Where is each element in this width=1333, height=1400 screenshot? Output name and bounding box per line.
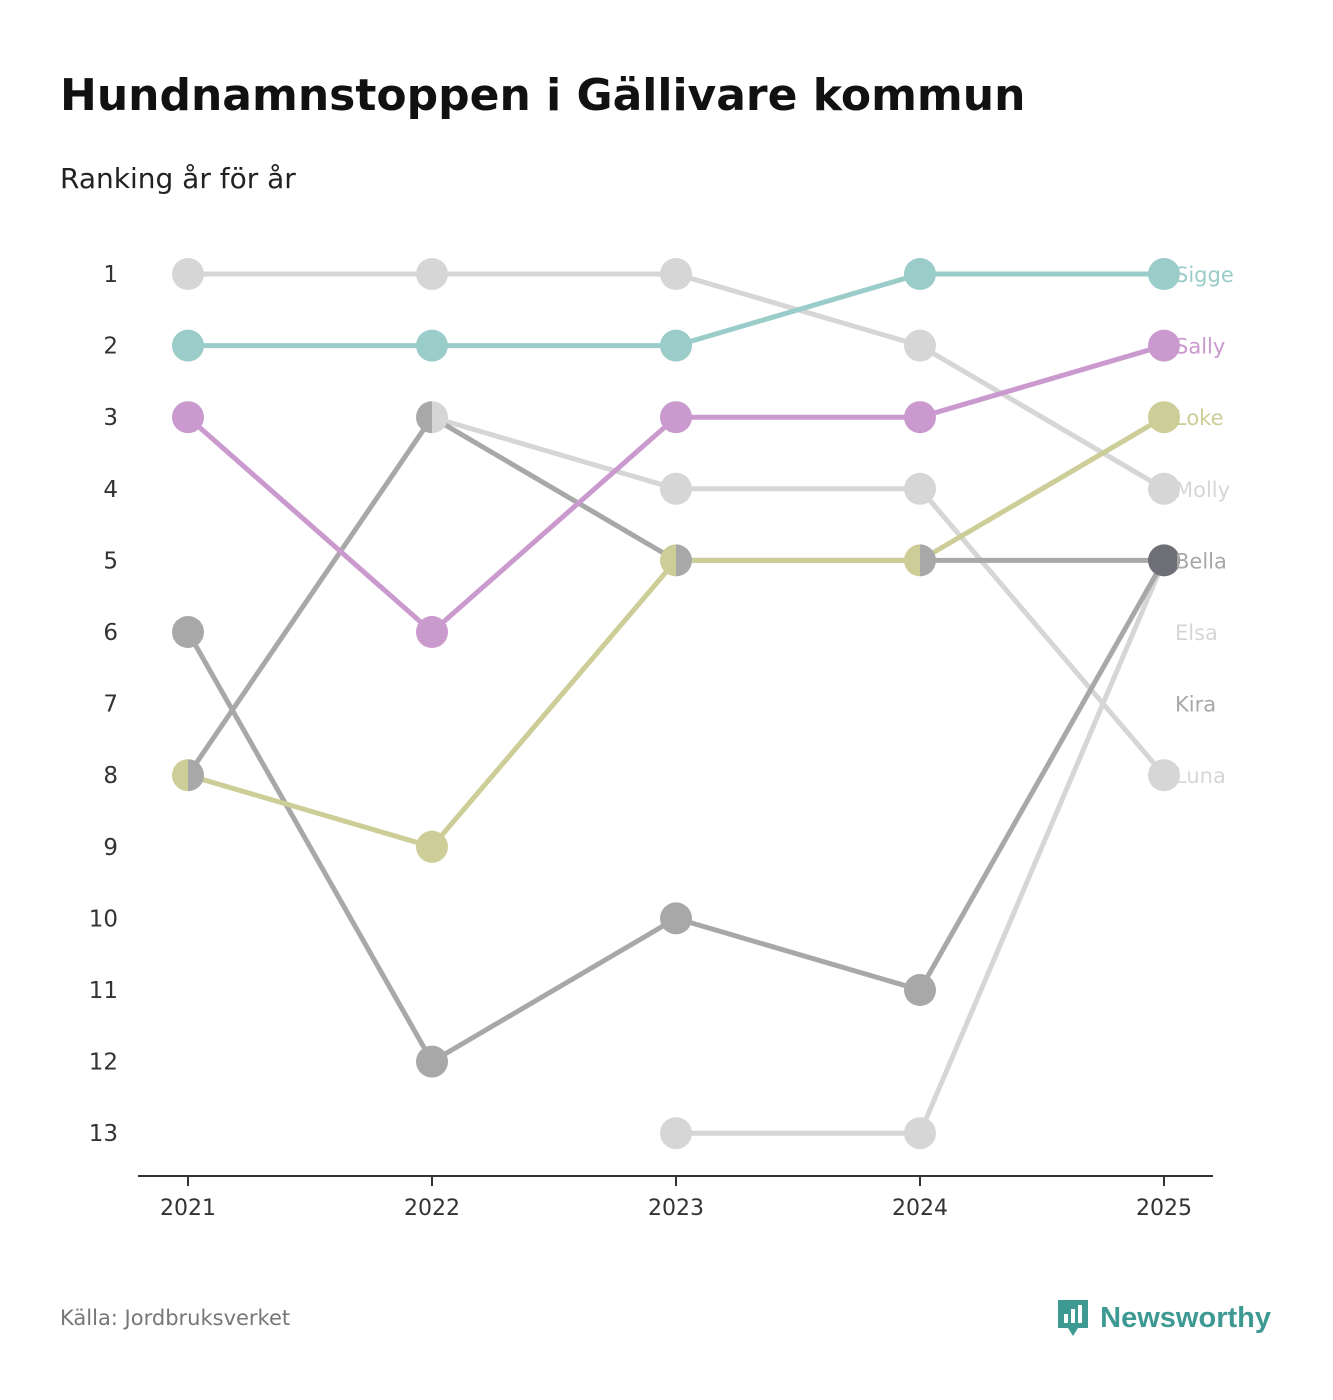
line-molly — [185, 271, 1167, 492]
y-tick-label-1: 1 — [103, 262, 118, 288]
marker-bella-2021 — [188, 759, 204, 792]
y-tick-label-13: 13 — [89, 1121, 118, 1147]
marker-elsa-2023 — [660, 1117, 692, 1150]
marker-kira-2021 — [172, 616, 204, 648]
marker-molly-2025 — [1148, 472, 1180, 505]
y-tick-label-12: 12 — [89, 1050, 118, 1076]
marker-loke-2024 — [904, 544, 920, 577]
label-sigge: Sigge — [1175, 263, 1234, 287]
marker-sigge-2024 — [904, 258, 936, 290]
series-markers — [172, 258, 1180, 1150]
newsworthy-brand[interactable]: Newsworthy — [1056, 1298, 1271, 1338]
line-luna — [429, 414, 1167, 778]
marker-sally-2023 — [660, 401, 692, 434]
marker-luna-2025 — [1148, 759, 1180, 792]
y-tick-label-6: 6 — [103, 620, 118, 646]
marker-molly-2021 — [172, 258, 204, 290]
x-tick-label-2022: 2022 — [404, 1196, 460, 1221]
marker-luna-2022 — [432, 401, 448, 434]
marker-luna-2024 — [904, 472, 936, 505]
x-tick-label-2025: 2025 — [1136, 1196, 1192, 1221]
marker-molly-2024 — [904, 329, 936, 362]
x-tick-label-2021: 2021 — [160, 1196, 216, 1221]
marker-bella-2023 — [676, 544, 692, 577]
marker-elsa-2024 — [904, 1117, 936, 1150]
marker-loke-2025 — [1148, 401, 1180, 434]
chart-title: Hundnamnstoppen i Gällivare kommun — [60, 70, 1026, 121]
y-tick-label-10: 10 — [89, 906, 118, 932]
y-tick-label-2: 2 — [103, 334, 118, 360]
marker-sally-2022 — [416, 616, 448, 648]
line-bella — [185, 414, 1167, 778]
chart-subtitle: Ranking år för år — [60, 162, 296, 195]
series-labels: Molly Luna Elsa Kira Bella Loke Sally Sigge — [1175, 263, 1234, 788]
marker-sigge-2023 — [660, 329, 692, 362]
marker-bella-2022 — [416, 401, 432, 434]
y-tick-label-11: 11 — [89, 978, 118, 1004]
y-tick-label-8: 8 — [103, 763, 118, 789]
marker-molly-2023 — [660, 258, 692, 290]
marker-sally-2024 — [904, 401, 936, 434]
label-kira: Kira — [1175, 693, 1216, 717]
source-note: Källa: Jordbruksverket — [60, 1306, 291, 1330]
marker-sally-2021 — [172, 401, 204, 434]
label-luna: Luna — [1175, 764, 1226, 788]
marker-luna-2023 — [660, 472, 692, 505]
marker-loke-2023 — [660, 544, 676, 577]
label-elsa: Elsa — [1175, 621, 1218, 645]
marker-bella-2024 — [920, 544, 936, 577]
marker-kira-2024 — [904, 974, 936, 1006]
marker-sally-2025 — [1148, 329, 1180, 362]
marker-molly-2022 — [416, 258, 448, 290]
label-molly: Molly — [1175, 478, 1230, 502]
y-tick-label-5: 5 — [103, 548, 118, 574]
label-sally: Sally — [1175, 335, 1225, 359]
x-axis: 2021 2022 2023 2024 2025 — [138, 1175, 1213, 1221]
y-tick-label-3: 3 — [103, 405, 118, 431]
x-tick-label-2023: 2023 — [648, 1196, 704, 1221]
label-bella: Bella — [1175, 549, 1227, 573]
line-elsa — [673, 557, 1167, 1136]
marker-sigge-2022 — [416, 329, 448, 362]
marker-loke-2022 — [416, 830, 448, 863]
newsworthy-logo-icon — [1058, 1300, 1089, 1336]
marker-kira-2022 — [416, 1045, 448, 1078]
marker-loke-2021 — [172, 759, 188, 792]
brand-name: Newsworthy — [1100, 1301, 1271, 1334]
marker-kira-2023 — [660, 902, 692, 935]
line-kira — [185, 557, 1167, 1065]
y-tick-label-9: 9 — [103, 835, 118, 861]
label-loke: Loke — [1175, 406, 1224, 430]
marker-sigge-2025 — [1148, 258, 1180, 290]
x-tick-label-2024: 2024 — [892, 1196, 948, 1221]
y-tick-label-4: 4 — [103, 477, 118, 503]
marker-sigge-2021 — [172, 329, 204, 362]
marker-overlap-elsa-kira-bella-2025 — [1148, 544, 1180, 577]
y-tick-label-7: 7 — [103, 692, 118, 718]
